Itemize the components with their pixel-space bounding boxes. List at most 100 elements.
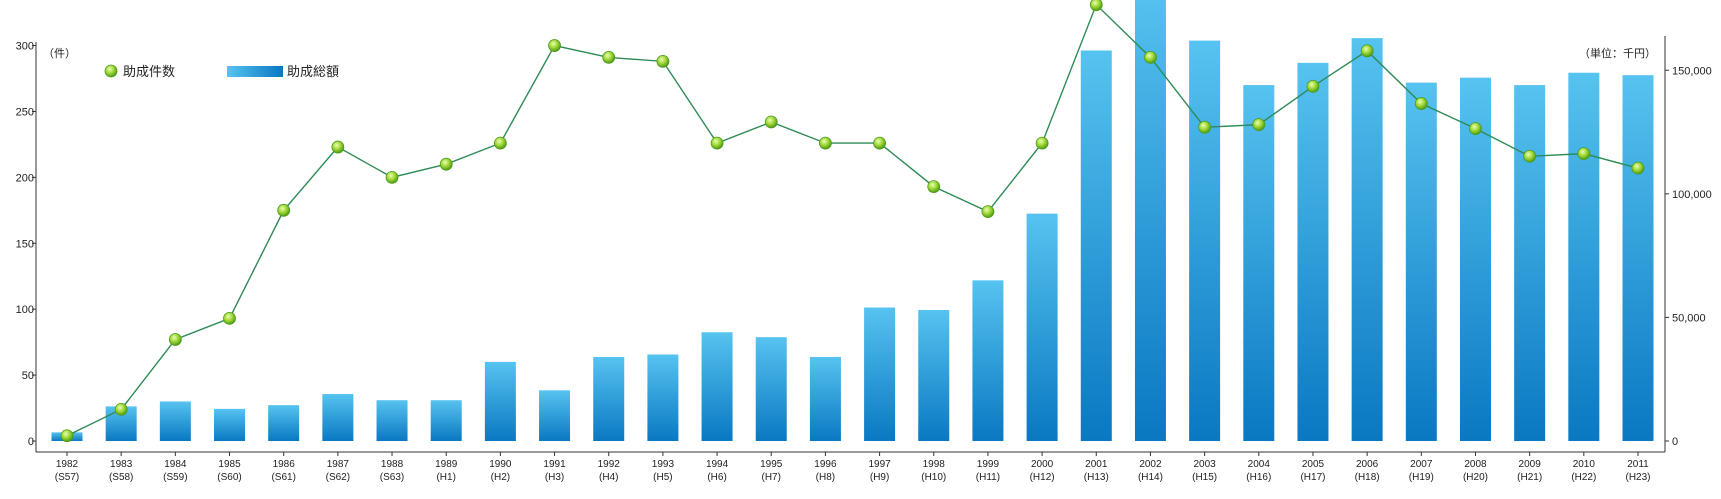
line-point-2005 [1306,80,1320,93]
x-tick-era-label: (H14) [1138,472,1163,483]
line-point-1989 [439,157,453,171]
line-point-1995 [764,115,778,129]
x-tick-year-label: 1999 [977,459,1000,470]
x-tick-era-label: (S61) [271,472,295,483]
x-tick-era-label: (H22) [1571,472,1596,483]
bar-2006 [1351,38,1383,442]
line-series [60,0,1645,443]
x-tick-year-label: 1983 [110,459,133,470]
bar-2010 [1568,72,1600,441]
x-tick-year-label: 2002 [1139,459,1162,470]
x-tick-era-label: (H11) [976,472,1000,483]
line-point-1997 [873,136,886,150]
left-unit-label: （件） [43,47,76,60]
left-tick-label: 150 [16,238,34,250]
line-point-2006 [1360,44,1374,58]
x-tick-era-label: (H2) [491,472,510,483]
x-tick-era-label: (H10) [921,472,946,483]
line-path [66,3,1639,437]
x-tick-year-label: 1985 [218,459,241,470]
line-point-1984 [168,333,182,346]
line-point-2007 [1414,97,1428,110]
line-point-2008 [1469,122,1482,135]
x-tick-era-label: (H7) [762,472,781,483]
x-tick-era-label: (H6) [707,472,726,483]
bar-1989 [430,400,462,441]
x-tick-era-label: (H13) [1084,472,1109,483]
x-tick-era-label: (H5) [653,472,672,483]
bar-2011 [1622,75,1654,442]
bar-1993 [647,354,679,441]
left-tick-label: 250 [16,106,34,118]
x-tick-era-label: (H12) [1030,472,1055,483]
x-tick-era-label: (H3) [545,472,564,483]
legend-line-label: 助成件数 [123,64,175,79]
line-point-2000 [1035,136,1049,150]
x-tick-era-label: (H16) [1246,472,1271,483]
x-axis-ticks: 1982 (S57) 1983 (S58) 1984 (S59) 1985 (S60) 1986… [55,452,1651,483]
x-tick-year-label: 1997 [868,459,891,470]
right-tick-label: 150,000 [1672,65,1712,77]
x-tick-year-label: 2007 [1410,459,1433,470]
x-tick-year-label: 1996 [814,459,837,470]
left-tick-label: 100 [16,304,34,316]
bar-1992 [593,356,625,441]
bar-1990 [484,361,516,441]
line-point-2003 [1198,120,1212,134]
x-tick-year-label: 1994 [706,459,729,470]
x-tick-era-label: (H21) [1517,472,1542,483]
x-tick-year-label: 1993 [652,459,675,470]
x-tick-year-label: 1989 [435,459,458,470]
bar-1997 [864,307,896,441]
bar-1984 [159,401,191,441]
x-tick-year-label: 2001 [1085,459,1108,470]
x-tick-year-label: 1987 [327,459,350,470]
line-point-1992 [602,51,616,64]
legend-bar-swatch-icon [227,66,283,77]
right-tick-label: 50,000 [1672,312,1706,324]
x-tick-year-label: 2004 [1248,459,1271,470]
line-point-1983 [114,402,128,416]
x-tick-year-label: 2008 [1464,459,1487,470]
bar-2001 [1080,50,1112,441]
legend-bar-label: 助成総額 [287,64,339,79]
x-tick-year-label: 1988 [381,459,404,470]
right-tick-label: 100,000 [1672,189,1712,201]
x-tick-era-label: (H1) [436,472,455,483]
bar-2009 [1514,85,1546,441]
x-tick-era-label: (H20) [1463,472,1488,483]
x-tick-year-label: 1998 [923,459,946,470]
bar-1996 [809,356,841,441]
x-tick-year-label: 1982 [56,459,79,470]
bar-1988 [376,400,408,441]
x-tick-era-label: (H17) [1300,472,1325,483]
x-tick-era-label: (S58) [109,472,133,483]
line-point-1985 [223,312,236,325]
line-point-1994 [710,136,724,150]
x-tick-year-label: 1986 [273,459,296,470]
bar-1995 [755,337,787,441]
x-tick-era-label: (S60) [217,472,241,483]
bar-1987 [322,394,354,441]
x-tick-year-label: 2011 [1627,459,1649,470]
x-tick-year-label: 2006 [1356,459,1379,470]
x-tick-year-label: 2009 [1519,459,1542,470]
bar-2003 [1189,40,1221,442]
line-point-2001 [1089,0,1103,12]
x-tick-era-label: (H9) [870,472,889,483]
x-tick-era-label: (H4) [599,472,618,483]
x-tick-era-label: (H23) [1625,472,1650,483]
x-tick-year-label: 1984 [164,459,187,470]
x-tick-year-label: 2005 [1302,459,1325,470]
legend: 助成件数 助成総額 [104,64,339,79]
x-tick-year-label: 1992 [598,459,621,470]
line-point-1991 [548,39,561,52]
left-tick-label: 300 [16,41,34,53]
x-tick-era-label: (S59) [163,472,187,483]
x-tick-era-label: (S57) [55,472,79,483]
line-point-1998 [927,180,941,193]
bar-2000 [1026,213,1058,441]
right-y-axis-ticks: 0 50,000 100,000 150,000 [1665,65,1712,448]
line-point-1982 [60,429,74,443]
